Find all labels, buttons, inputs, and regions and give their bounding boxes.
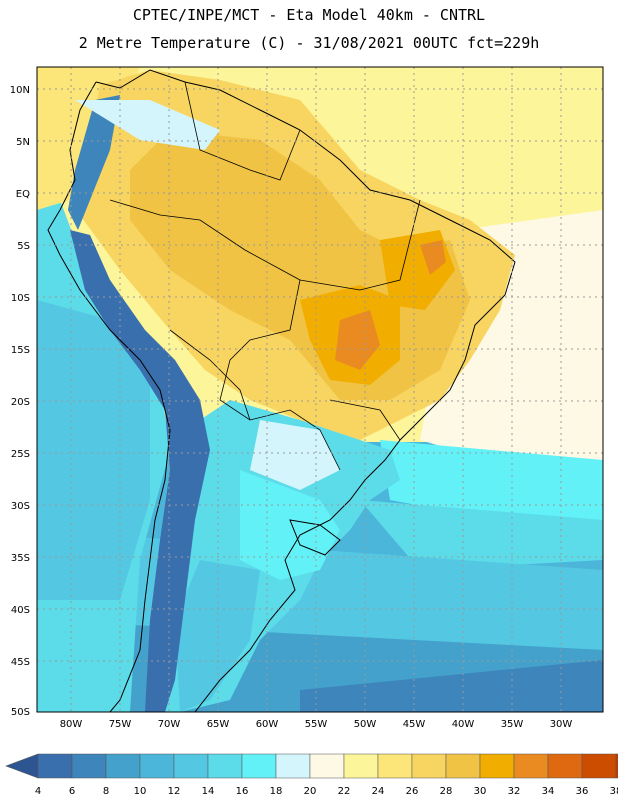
lat-label: 35S [11, 553, 30, 564]
colorbar-label: 4 [35, 786, 41, 797]
lat-label: 40S [11, 605, 30, 616]
lat-label: 10N [10, 85, 30, 96]
hotspot-field-2 [420, 240, 446, 275]
title-line-1: CPTEC/INPE/MCT - Eta Model 40km - CNTRL [132, 6, 486, 24]
chaco-mild-field [250, 420, 340, 490]
lat-label: 20S [11, 397, 30, 408]
ocean-band-16 [360, 500, 603, 570]
colorbar-swatch [343, 753, 379, 779]
lat-label: 45S [11, 657, 30, 668]
colorbar-label: 38 [610, 786, 618, 797]
coastlines [47, 69, 516, 712]
lat-label: 10S [11, 293, 30, 304]
colorbar-label: 16 [236, 786, 249, 797]
andes-north-field [68, 95, 120, 230]
title-line-2: 2 Metre Temperature (C) - 31/08/2021 00U… [78, 34, 540, 52]
lon-label: 65W [207, 719, 230, 730]
colorbar-label: 22 [338, 786, 351, 797]
lat-label: 5N [16, 137, 30, 148]
colorbar-label: 36 [576, 786, 589, 797]
lat-label: 5S [17, 241, 30, 252]
map-frame [36, 66, 604, 713]
patagonia-field [175, 560, 260, 712]
colorbar-swatch [275, 753, 311, 779]
colorbar-label: 24 [372, 786, 385, 797]
colorbar-label: 32 [508, 786, 521, 797]
colorbar-swatch [207, 753, 243, 779]
east-coastline [95, 69, 516, 712]
colorbar-swatch [615, 753, 618, 779]
colorbar-label: 12 [168, 786, 181, 797]
rio-de-la-plata [289, 519, 341, 556]
colorbar-swatch [173, 753, 209, 779]
border-venezuela [184, 81, 301, 181]
colorbar-swatch [241, 753, 277, 779]
colorbar-label: 28 [440, 786, 453, 797]
colorbar: 4 6 8 10 12 14 16 18 20 22 24 26 28 30 32 34 36 38 [5, 753, 618, 797]
border-colombia-peru [109, 199, 301, 281]
lon-label: 55W [305, 719, 328, 730]
colorbar-swatch [445, 753, 481, 779]
colorbar-swatch [513, 753, 549, 779]
colorbar-swatch [411, 753, 447, 779]
pampas-field [240, 470, 340, 580]
colorbar-label: 14 [202, 786, 215, 797]
colorbar-label: 18 [270, 786, 283, 797]
lon-label: 60W [256, 719, 279, 730]
lat-label: 25S [11, 449, 30, 460]
colorbar-low-arrow [5, 753, 39, 779]
colorbar-label: 26 [406, 786, 419, 797]
border-bolivia [219, 279, 341, 471]
lon-label: 30W [550, 719, 573, 730]
venezuela-mild-field [75, 100, 220, 150]
lat-label: 15S [11, 345, 30, 356]
lon-label: 50W [354, 719, 377, 730]
colorbar-label: 10 [134, 786, 147, 797]
colorbar-swatch [377, 753, 413, 779]
lat-label: EQ [16, 189, 30, 200]
colorbar-label: 30 [474, 786, 487, 797]
border-chile-argentina [169, 329, 251, 421]
colorbar-swatch [479, 753, 515, 779]
country-borders [109, 81, 421, 471]
ocean-band-18 [380, 440, 603, 520]
lon-label: 45W [403, 719, 426, 730]
colorbar-swatch [71, 753, 107, 779]
lon-label: 35W [501, 719, 524, 730]
andes-south-field [70, 230, 210, 712]
colorbar-label: 34 [542, 786, 555, 797]
lat-label: 50S [11, 707, 30, 718]
lon-label: 70W [158, 719, 181, 730]
colorbar-swatch [139, 753, 175, 779]
colorbar-swatch [547, 753, 583, 779]
latitude-axis: 10N 5N EQ 5S 10S 15S 20S 25S 30S 35S 40S… [10, 85, 30, 718]
longitude-axis: 80W 75W 70W 65W 60W 55W 50W 45W 40W 35W … [60, 719, 573, 730]
pacific-offshore-field [37, 300, 150, 600]
colorbar-swatch [105, 753, 141, 779]
border-brazil-states [299, 199, 421, 291]
temperature-field [37, 67, 603, 712]
colorbar-label: 6 [69, 786, 75, 797]
lat-label: 30S [11, 501, 30, 512]
hotspot-field [335, 310, 380, 370]
lon-label: 75W [109, 719, 132, 730]
colorbar-label: 20 [304, 786, 317, 797]
border-paraguay [329, 399, 401, 441]
colorbar-swatch [37, 753, 73, 779]
west-coastline [47, 81, 171, 712]
colorbar-swatch [581, 753, 617, 779]
ocean-band-10 [300, 660, 603, 712]
lon-label: 40W [452, 719, 475, 730]
colorbar-swatch [309, 753, 345, 779]
colorbar-label: 8 [103, 786, 109, 797]
lon-label: 80W [60, 719, 83, 730]
graticule [37, 67, 603, 712]
